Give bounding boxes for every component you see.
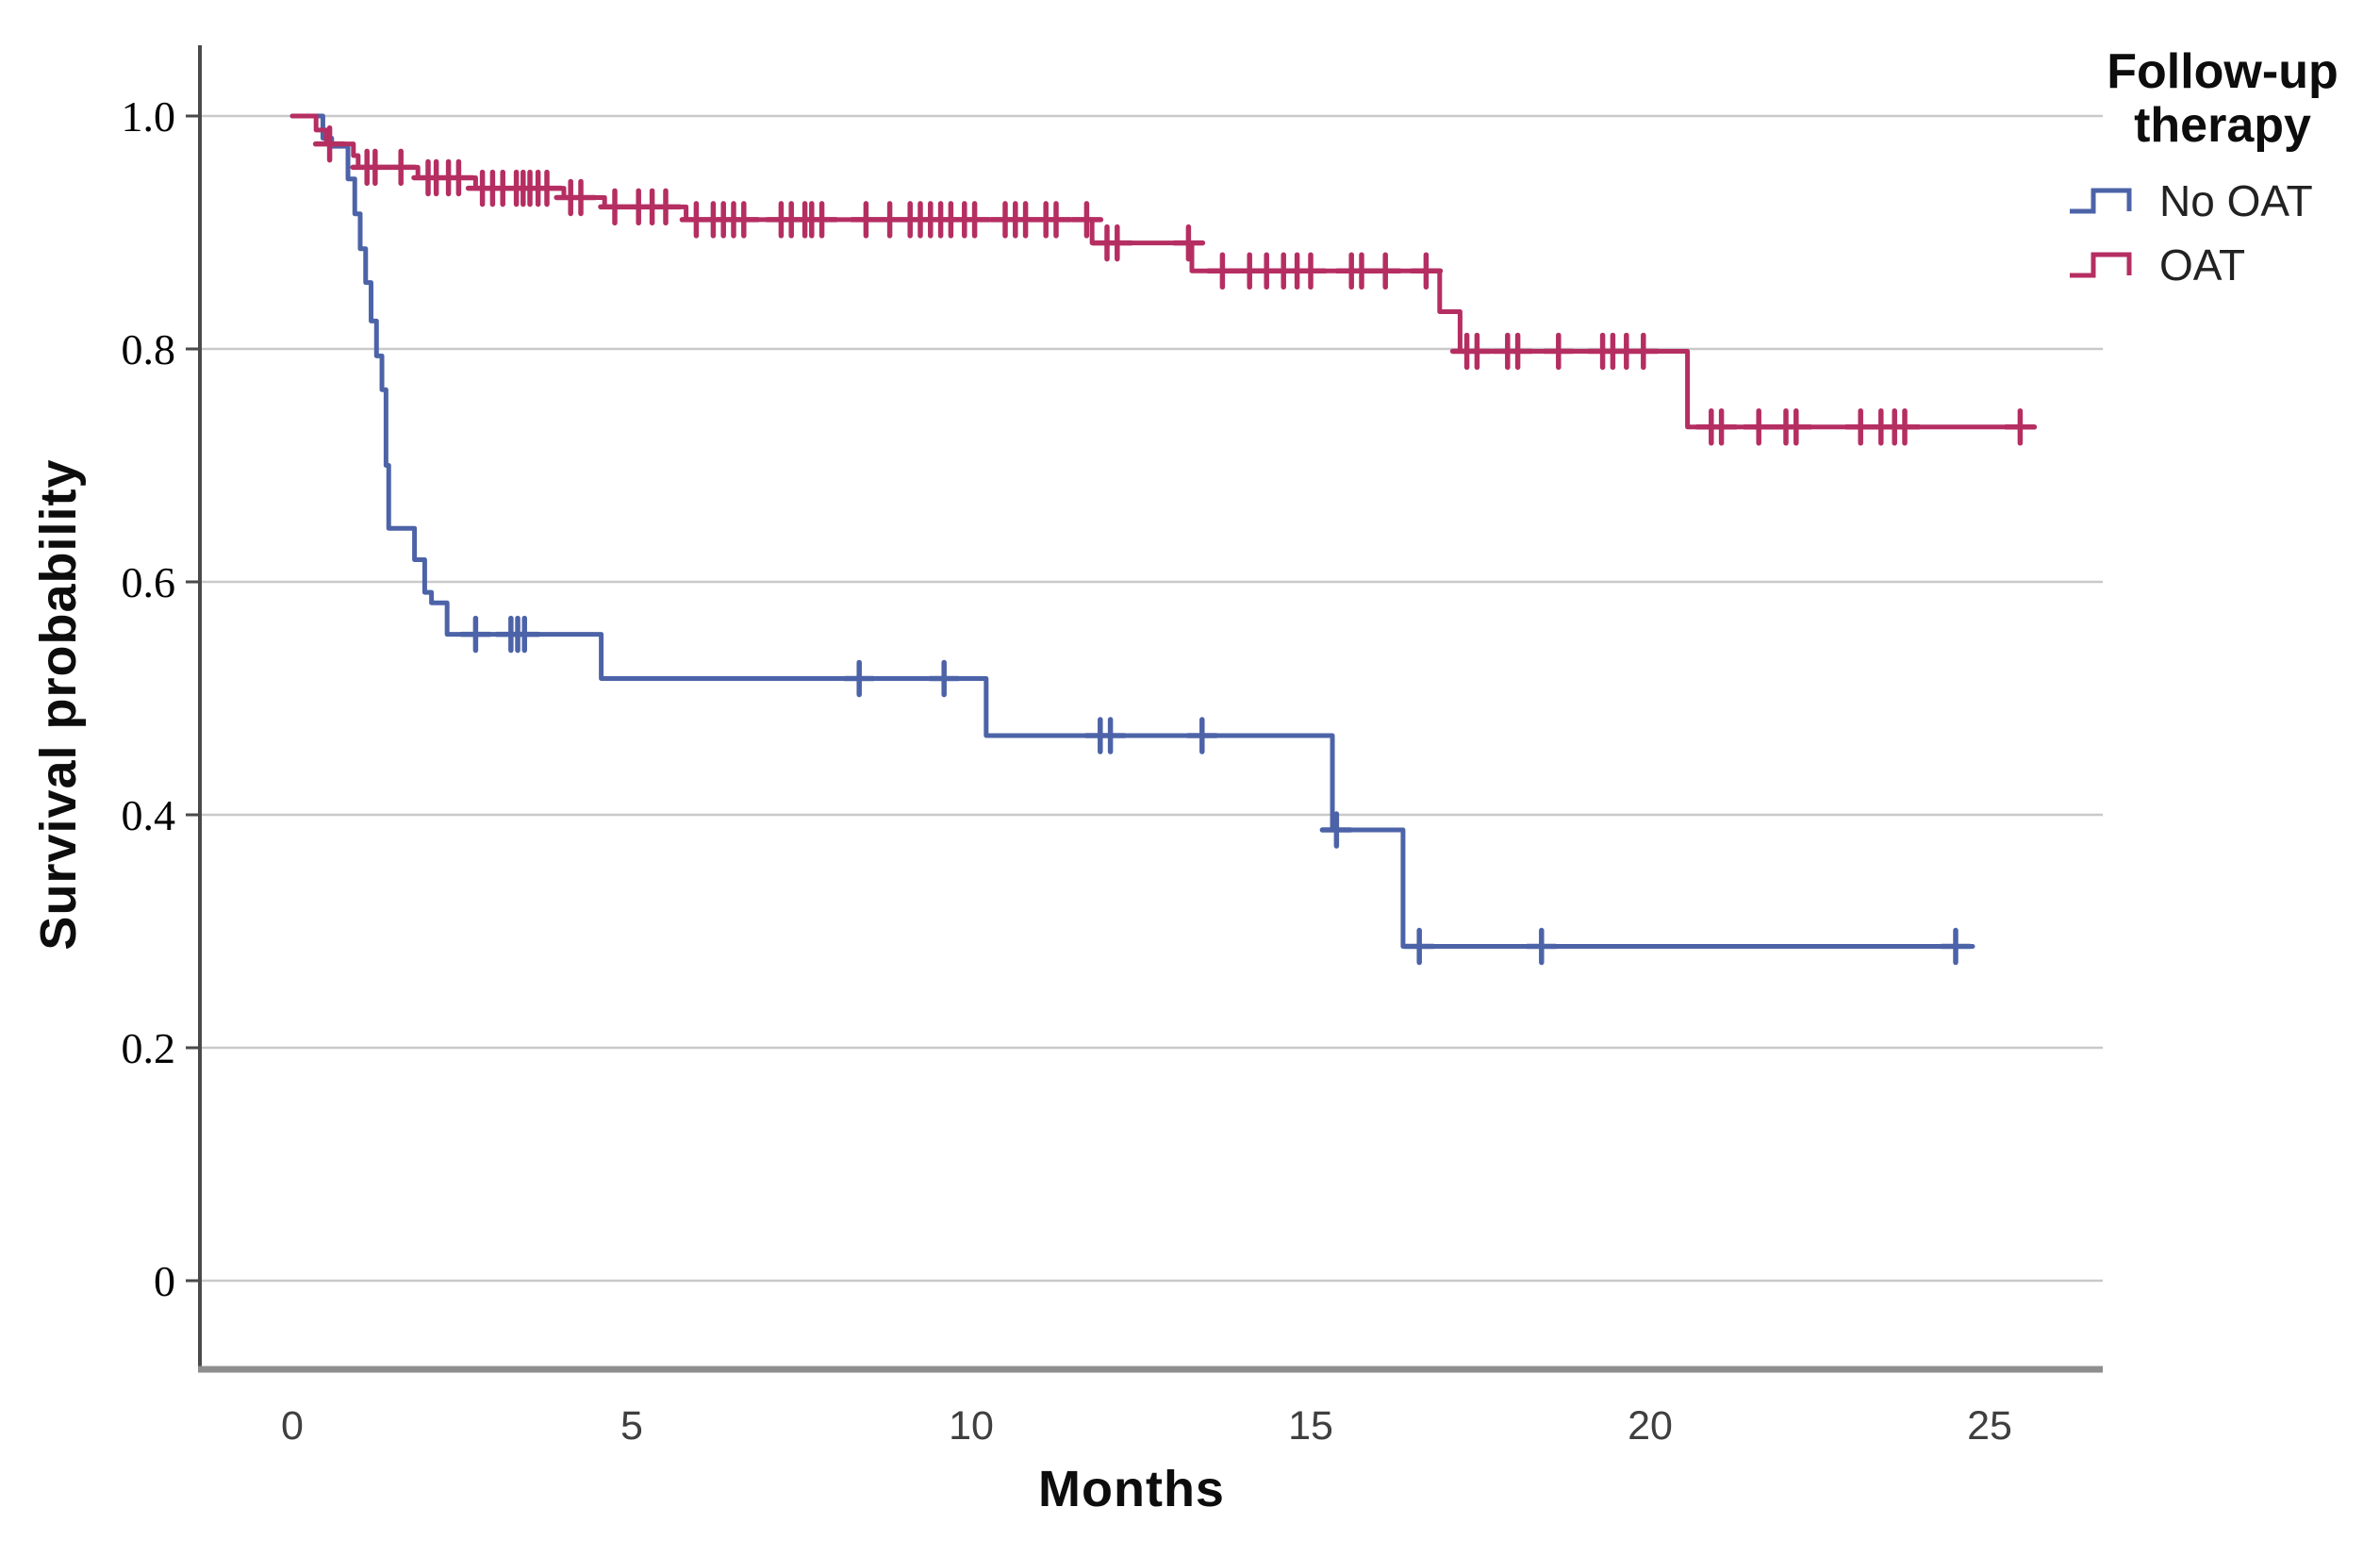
survival-curve-no-oat [289,113,1975,950]
y-tick-label: 0 [154,1257,175,1305]
censor-marks-oat [312,124,2038,446]
legend-item-no-oat: No OAT [2067,175,2378,226]
y-axis-title: Survival probability [30,458,87,951]
legend-item-oat: OAT [2067,240,2378,290]
legend: Follow-up therapy No OAT OAT [2067,44,2378,290]
y-tick-label: 0.4 [122,791,176,839]
y-tick-label: 0.2 [122,1024,176,1072]
x-tick-label: 0 [281,1403,304,1449]
x-tick-label: 5 [620,1403,643,1449]
censor-marks-no-oat [458,615,1973,966]
legend-item-label-no-oat: No OAT [2159,176,2313,226]
y-tick-label: 0.8 [122,325,176,373]
legend-items: No OAT OAT [2067,175,2378,290]
x-tick-label: 10 [949,1403,994,1449]
oat-step-line-icon [2070,252,2132,278]
x-tick-label: 20 [1628,1403,1673,1449]
x-tick-label: 15 [1288,1403,1333,1449]
legend-item-label-oat: OAT [2159,240,2246,290]
survival-curve-oat [289,113,2033,430]
no-oat-step-line-icon [2070,188,2132,214]
y-tick-label: 1.0 [122,92,176,141]
y-tick-label: 0.6 [122,558,176,606]
x-tick-label: 25 [1967,1403,2012,1449]
legend-title: Follow-up therapy [2107,44,2339,154]
x-axis-title: Months [1038,1461,1225,1517]
